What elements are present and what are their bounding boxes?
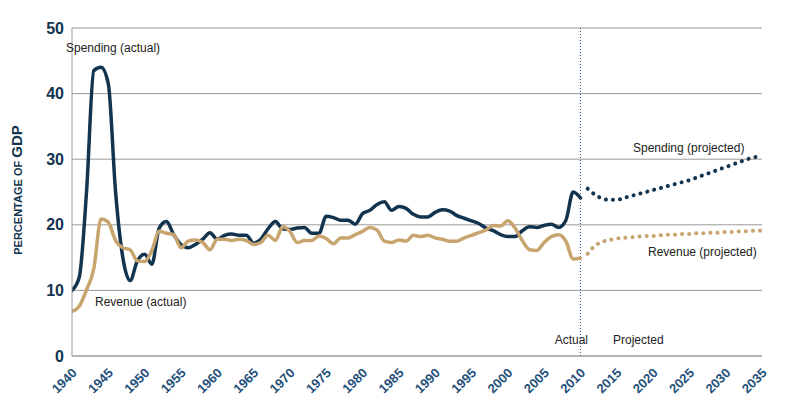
svg-text:1950: 1950 <box>121 365 152 396</box>
svg-text:Revenue (projected): Revenue (projected) <box>648 245 757 259</box>
svg-text:50: 50 <box>46 20 64 37</box>
svg-text:2035: 2035 <box>739 365 770 396</box>
svg-text:10: 10 <box>46 282 64 299</box>
svg-text:1970: 1970 <box>267 365 298 396</box>
svg-text:Spending (projected): Spending (projected) <box>633 141 744 155</box>
svg-text:2025: 2025 <box>666 365 697 396</box>
svg-text:1940: 1940 <box>49 365 80 396</box>
svg-text:PERCENTAGE OF GDP: PERCENTAGE OF GDP <box>8 125 25 255</box>
svg-text:2005: 2005 <box>521 365 552 396</box>
svg-text:1965: 1965 <box>230 365 261 396</box>
svg-text:1980: 1980 <box>339 365 370 396</box>
svg-text:Spending (actual): Spending (actual) <box>66 41 160 55</box>
svg-text:Revenue (actual): Revenue (actual) <box>95 295 186 309</box>
svg-text:1975: 1975 <box>303 365 334 396</box>
svg-text:40: 40 <box>46 85 64 102</box>
svg-text:2015: 2015 <box>593 365 624 396</box>
svg-text:2020: 2020 <box>630 365 661 396</box>
svg-text:1985: 1985 <box>376 365 407 396</box>
svg-text:20: 20 <box>46 216 64 233</box>
svg-text:1955: 1955 <box>158 365 189 396</box>
svg-text:2030: 2030 <box>702 365 733 396</box>
svg-text:1945: 1945 <box>85 365 116 396</box>
svg-text:1995: 1995 <box>448 365 479 396</box>
svg-text:2010: 2010 <box>557 365 588 396</box>
svg-text:30: 30 <box>46 151 64 168</box>
svg-text:2000: 2000 <box>485 365 516 396</box>
svg-text:Actual: Actual <box>555 333 588 347</box>
svg-text:1960: 1960 <box>194 365 225 396</box>
svg-text:0: 0 <box>55 348 64 365</box>
svg-text:1990: 1990 <box>412 365 443 396</box>
svg-text:Projected: Projected <box>613 333 664 347</box>
